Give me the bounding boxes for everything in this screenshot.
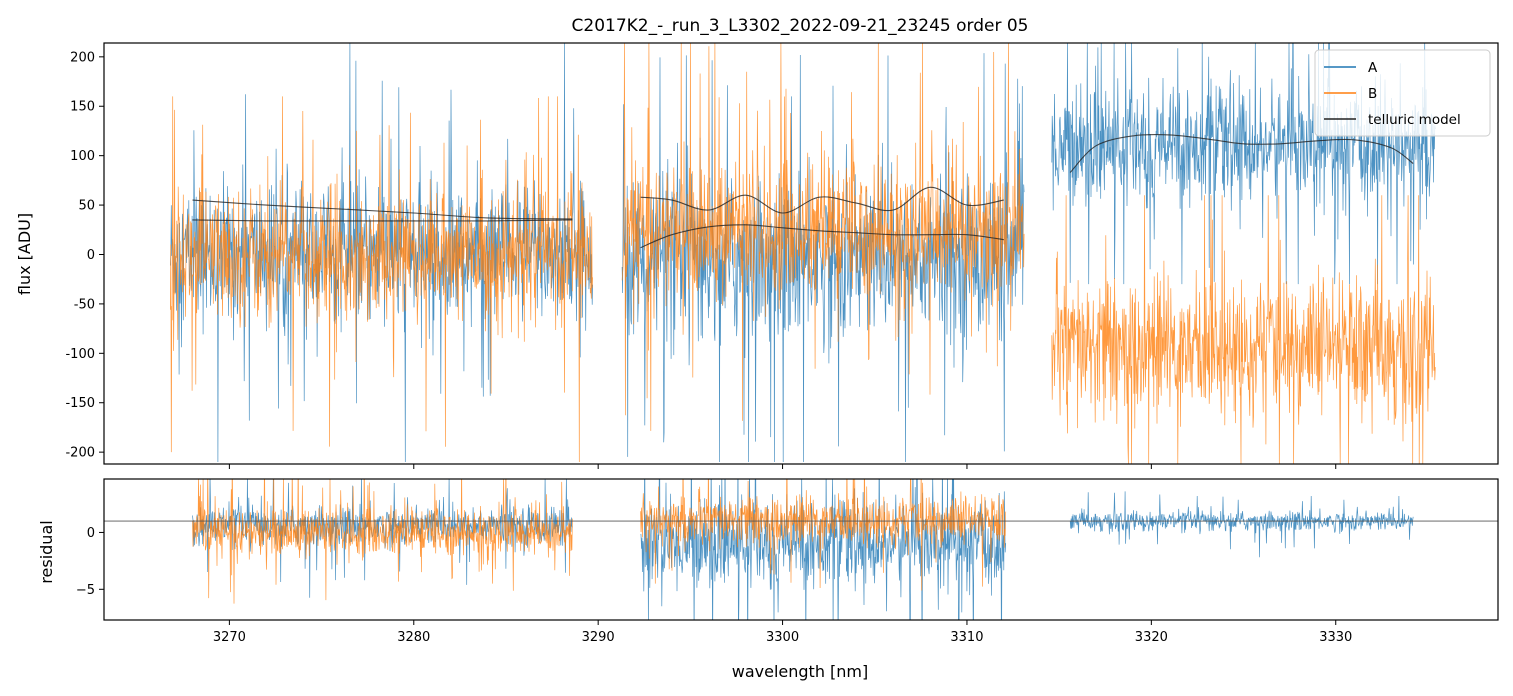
- series-b-segment-1: [621, 43, 1025, 431]
- x-axis-label: wavelength [nm]: [732, 662, 869, 681]
- x-tick-label-3320: 3320: [1135, 630, 1168, 645]
- main-y-tick-label-200: 200: [70, 50, 95, 65]
- residual-x-ticks: 3270 3280 3290 3300 3310 3320 3330: [213, 620, 1352, 645]
- residual-y-ticks: −5 0: [76, 526, 104, 598]
- residual-a-segment-1: [640, 479, 1007, 620]
- main-y-tick-label--200: -200: [65, 446, 95, 461]
- legend: A B telluric model: [1314, 49, 1491, 137]
- x-tick-label-3300: 3300: [766, 630, 799, 645]
- telluric-model-line-0-0: [192, 199, 573, 220]
- main-panel: -200 -150 -100 -50 0 50 100 150 200 flux [ADU] A…: [15, 42, 1499, 469]
- main-y-tick-label--100: -100: [65, 347, 95, 362]
- residual-panel: −5 0 3270 3280 3290 3300 3310 3320 3330 residua…: [37, 478, 1499, 645]
- legend-box: [1314, 49, 1491, 137]
- telluric-model-line-1-0: [640, 186, 1004, 214]
- main-y-tick-label-150: 150: [70, 100, 95, 115]
- x-tick-label-3330: 3330: [1319, 630, 1352, 645]
- legend-label-a: A: [1368, 60, 1378, 76]
- main-panel-frame: [103, 42, 1499, 465]
- telluric-model-line-2-0: [1069, 133, 1414, 173]
- main-y-tick-label-100: 100: [70, 149, 95, 164]
- main-y-tick-label--150: -150: [65, 396, 95, 411]
- residual-b-segment-1: [640, 479, 1007, 591]
- x-tick-label-3270: 3270: [213, 630, 246, 645]
- legend-label-model: telluric model: [1368, 112, 1461, 128]
- main-y-ticks: -200 -150 -100 -50 0 50 100 150 200: [65, 50, 104, 461]
- chart-title: C2017K2_-_run_3_L3302_2022-09-21_23245 o…: [572, 16, 1029, 36]
- main-y-axis-label: flux [ADU]: [15, 213, 34, 295]
- telluric-model-line-1-1: [640, 224, 1004, 249]
- residual-plot-area: [104, 479, 1498, 620]
- x-tick-label-3290: 3290: [582, 630, 615, 645]
- x-tick-label-3280: 3280: [397, 630, 430, 645]
- residual-panel-frame: [103, 478, 1499, 621]
- series-a-segment-1: [621, 53, 1025, 463]
- legend-label-b: B: [1368, 86, 1377, 102]
- residual-y-tick-label--5: −5: [76, 583, 95, 598]
- residual-b-segment-0: [192, 479, 573, 604]
- residual-y-axis-label: residual: [37, 520, 56, 583]
- residual-a-segment-2: [1069, 491, 1414, 558]
- series-b-segment-0: [170, 96, 593, 463]
- main-x-ticks: [228, 464, 1337, 469]
- residual-y-tick-label-0: 0: [87, 526, 95, 541]
- series-b-segment-2: [1051, 195, 1436, 464]
- series-a-segment-2: [1051, 43, 1436, 285]
- telluric-model-line-0-1: [192, 219, 573, 222]
- main-y-tick-label--50: -50: [74, 297, 95, 312]
- main-y-tick-label-0: 0: [87, 248, 95, 263]
- main-y-tick-label-50: 50: [78, 199, 95, 214]
- main-plot-area: [170, 43, 1436, 464]
- x-tick-label-3310: 3310: [950, 630, 983, 645]
